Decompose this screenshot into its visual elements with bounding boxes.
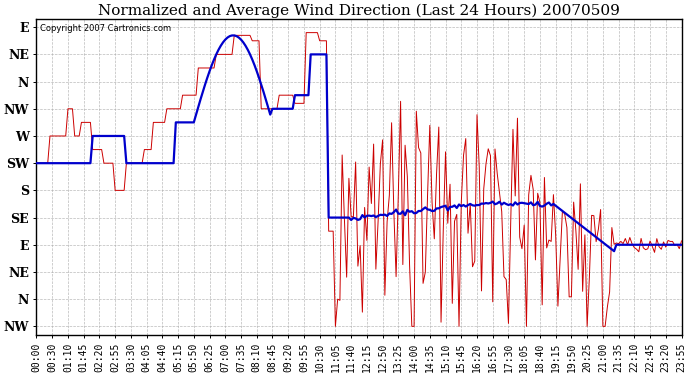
Title: Normalized and Average Wind Direction (Last 24 Hours) 20070509: Normalized and Average Wind Direction (L… bbox=[98, 3, 620, 18]
Text: Copyright 2007 Cartronics.com: Copyright 2007 Cartronics.com bbox=[40, 24, 171, 33]
